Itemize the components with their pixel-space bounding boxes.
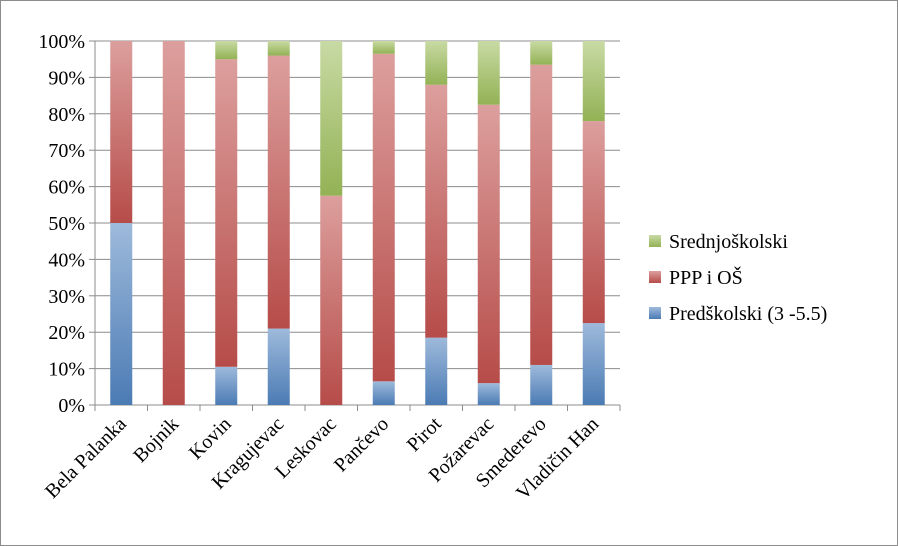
legend-swatch	[649, 271, 661, 283]
x-category-label: Bojnik	[129, 413, 183, 467]
bar-segment-2	[372, 41, 395, 54]
y-tick-label: 0%	[58, 395, 85, 417]
y-tick-label: 90%	[48, 67, 85, 89]
bar-segment-0	[215, 366, 238, 405]
bar-segment-0	[582, 323, 605, 405]
y-tick-label: 30%	[48, 286, 85, 308]
y-tick-label: 100%	[38, 31, 85, 53]
bar-segment-1	[320, 195, 343, 405]
bar-segment-1	[110, 41, 133, 223]
legend-label: PPP i OŠ	[669, 265, 743, 289]
x-category-label: Pančevo	[330, 413, 393, 476]
bar-segment-0	[110, 223, 133, 405]
legend: Srednjoškolski PPP i OŠ Predškolski (3 -5.…	[649, 231, 827, 325]
legend-label: Srednjoškolski	[669, 231, 788, 253]
bar-segment-2	[582, 41, 605, 122]
bar-segment-0	[425, 337, 448, 405]
bars	[110, 41, 605, 405]
y-tick-label: 60%	[48, 177, 85, 199]
bar-segment-1	[372, 53, 395, 382]
bar-segment-1	[530, 64, 553, 365]
bar-segment-1	[425, 84, 448, 338]
legend-label: Predškolski (3 -5.5)	[669, 303, 827, 325]
y-tick-label: 50%	[48, 213, 85, 235]
y-tick-label: 20%	[48, 322, 85, 344]
bar-segment-1	[215, 59, 238, 367]
bar-segment-1	[477, 104, 500, 384]
bar-segment-2	[320, 41, 343, 196]
bar-segment-2	[477, 41, 500, 105]
legend-swatch	[649, 235, 661, 247]
bar-segment-2	[215, 41, 238, 60]
bar-segment-0	[530, 364, 553, 405]
bar-segment-2	[530, 41, 553, 65]
bar-segment-0	[477, 383, 500, 405]
y-tick-label: 40%	[48, 249, 85, 271]
y-tick-label: 10%	[48, 359, 85, 381]
y-tick-label: 80%	[48, 104, 85, 126]
y-tick-label: 70%	[48, 140, 85, 162]
bar-segment-1	[267, 55, 290, 329]
bar-segment-2	[425, 41, 448, 85]
bar-segment-0	[372, 381, 395, 405]
bar-segment-0	[267, 328, 290, 405]
bar-segment-2	[267, 41, 290, 56]
x-category-label: Pirot	[403, 413, 446, 456]
bar-segment-1	[582, 121, 605, 324]
legend-swatch	[649, 307, 661, 319]
x-category-label: Bela Palanka	[41, 413, 131, 503]
bar-segment-1	[162, 41, 185, 405]
